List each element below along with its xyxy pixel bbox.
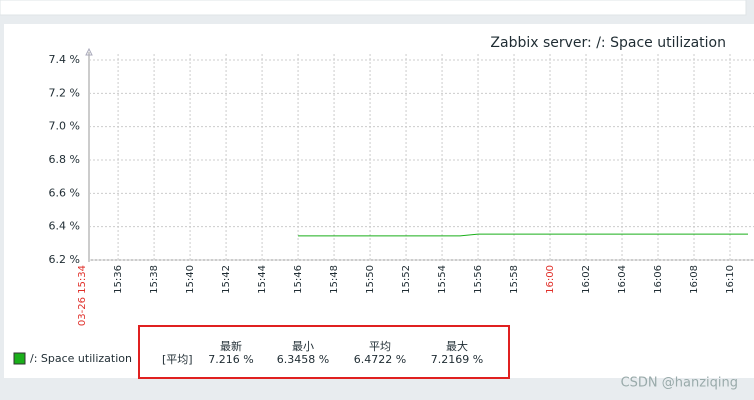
legend-value: 6.4722 % xyxy=(354,353,406,366)
x-tick-label: 15:48 xyxy=(329,265,340,294)
x-tick-label: 15:40 xyxy=(185,265,196,294)
x-tick-label: 16:04 xyxy=(617,265,628,294)
y-tick-label: 7.4 % xyxy=(49,53,80,66)
x-tick-label: 15:56 xyxy=(473,265,484,294)
highlight-box xyxy=(138,325,510,379)
y-tick-label: 6.2 % xyxy=(49,253,80,266)
x-tick-label: 16:00 xyxy=(545,265,556,294)
legend-value: 7.216 % xyxy=(208,353,253,366)
y-tick-label: 6.8 % xyxy=(49,153,80,166)
legend-header: 最大 xyxy=(446,339,468,353)
x-tick-label: 16:10 xyxy=(725,265,736,294)
x-tick-label: 15:50 xyxy=(365,265,376,294)
legend-header: 最新 xyxy=(220,339,242,353)
x-tick-label: 15:52 xyxy=(401,265,412,294)
legend-value: 7.2169 % xyxy=(431,353,483,366)
legend-header: 最小 xyxy=(292,340,314,353)
legend-swatch xyxy=(13,352,26,365)
y-tick-label: 7.0 % xyxy=(49,120,80,133)
x-tick-label: 03-26 15:34 xyxy=(77,265,88,326)
legend-value: 6.3458 % xyxy=(277,353,329,366)
legend-header: 平均 xyxy=(369,340,391,353)
x-tick-label: 16:08 xyxy=(689,265,700,294)
x-tick-label: 15:42 xyxy=(221,265,232,294)
x-tick-label: 15:38 xyxy=(149,265,160,294)
x-tick-label: 15:46 xyxy=(293,265,304,294)
y-tick-label: 6.4 % xyxy=(49,220,80,233)
y-tick-label: 7.2 % xyxy=(49,86,80,99)
watermark: CSDN @hanziqing xyxy=(621,376,738,391)
legend-function: [平均] xyxy=(162,353,193,366)
x-tick-label: 15:36 xyxy=(113,265,124,294)
legend-label: /: Space utilization xyxy=(30,352,132,365)
series-line xyxy=(298,233,749,237)
y-tick-label: 6.6 % xyxy=(49,186,80,199)
chart-title: Zabbix server: /: Space utilization xyxy=(490,35,726,51)
top-panel xyxy=(0,0,747,16)
graph-panel xyxy=(4,24,754,378)
x-tick-label: 15:54 xyxy=(437,265,448,294)
axis-arrow xyxy=(85,47,93,56)
x-tick-label: 15:44 xyxy=(257,265,268,294)
x-tick-label: 15:58 xyxy=(509,265,520,294)
x-tick-label: 16:06 xyxy=(653,265,664,294)
x-tick-label: 16:02 xyxy=(581,265,592,294)
